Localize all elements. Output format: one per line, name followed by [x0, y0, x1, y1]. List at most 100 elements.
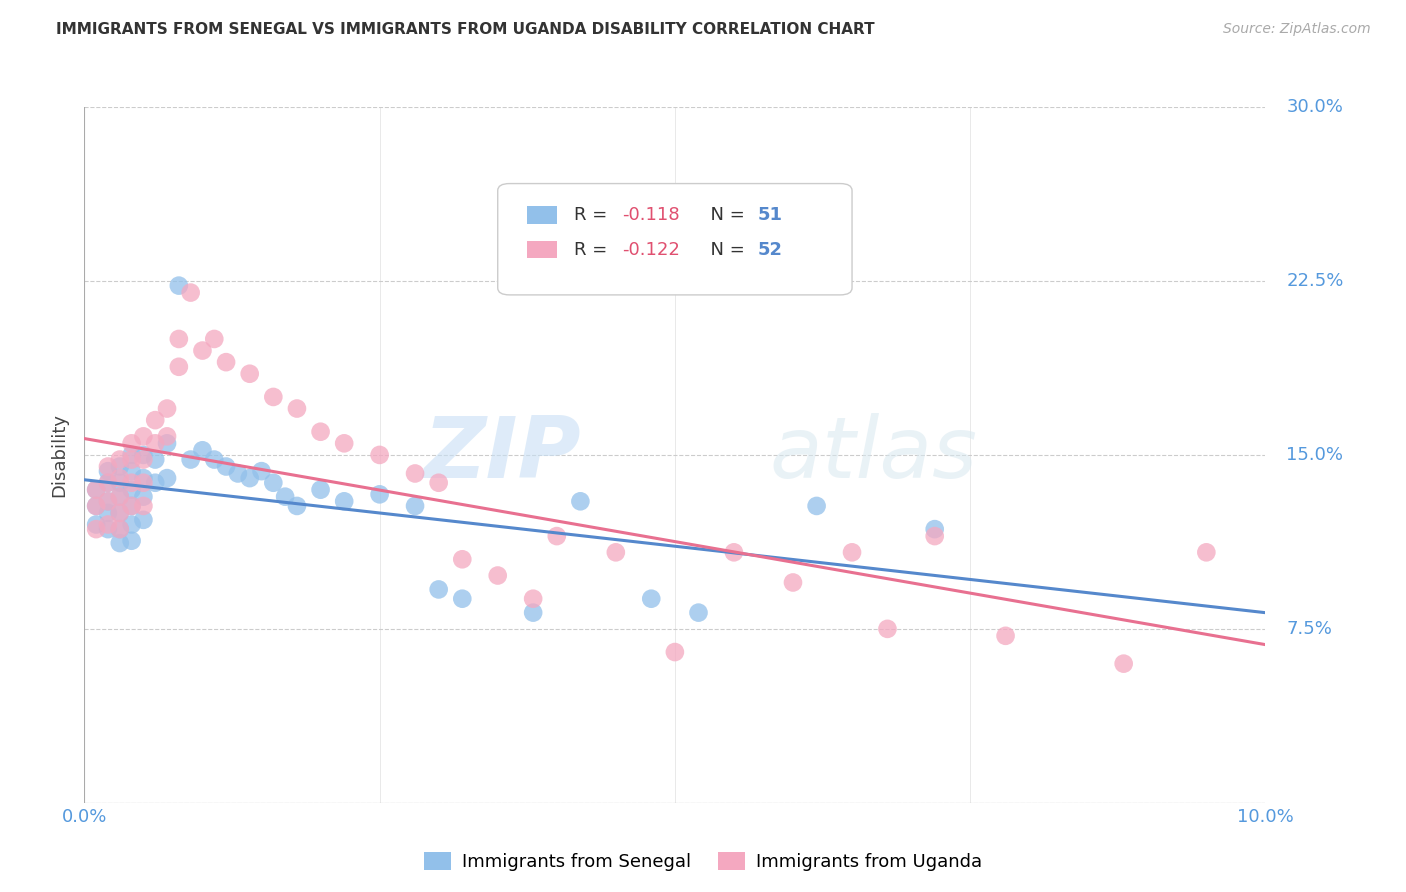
- Point: [121, 436, 143, 450]
- Point: [215, 355, 238, 369]
- Text: 22.5%: 22.5%: [1286, 272, 1344, 290]
- Point: [486, 568, 509, 582]
- Point: [368, 448, 391, 462]
- Point: [108, 452, 131, 467]
- Point: [132, 471, 155, 485]
- Legend: Immigrants from Senegal, Immigrants from Uganda: Immigrants from Senegal, Immigrants from…: [416, 845, 990, 879]
- Point: [806, 499, 828, 513]
- Point: [108, 459, 131, 474]
- Point: [108, 490, 131, 504]
- Y-axis label: Disability: Disability: [51, 413, 69, 497]
- Point: [167, 359, 190, 374]
- Point: [202, 332, 225, 346]
- Point: [121, 483, 143, 497]
- Point: [156, 471, 179, 485]
- Point: [841, 545, 863, 559]
- Text: N =: N =: [699, 206, 749, 224]
- Point: [132, 490, 155, 504]
- Point: [121, 452, 143, 467]
- Point: [688, 606, 710, 620]
- Point: [309, 425, 332, 439]
- Point: [250, 464, 273, 478]
- Point: [285, 401, 308, 416]
- Point: [97, 494, 120, 508]
- Point: [84, 483, 107, 497]
- Point: [191, 443, 214, 458]
- Point: [368, 487, 391, 501]
- Point: [143, 413, 166, 427]
- Point: [132, 513, 155, 527]
- Point: [262, 390, 284, 404]
- Point: [84, 499, 107, 513]
- Point: [97, 517, 120, 532]
- Point: [84, 499, 107, 513]
- Point: [84, 517, 107, 532]
- Point: [1195, 545, 1218, 559]
- Text: -0.122: -0.122: [621, 241, 679, 259]
- Point: [121, 448, 143, 462]
- Point: [121, 475, 143, 490]
- Point: [97, 459, 120, 474]
- Point: [404, 467, 426, 481]
- Point: [156, 436, 179, 450]
- Point: [167, 278, 190, 293]
- Point: [108, 471, 131, 485]
- Text: R =: R =: [575, 206, 613, 224]
- Point: [333, 436, 356, 450]
- Point: [121, 499, 143, 513]
- Text: Source: ZipAtlas.com: Source: ZipAtlas.com: [1223, 22, 1371, 37]
- Point: [876, 622, 898, 636]
- Point: [108, 536, 131, 550]
- Point: [143, 475, 166, 490]
- Text: R =: R =: [575, 241, 613, 259]
- Point: [167, 332, 190, 346]
- Text: 30.0%: 30.0%: [1286, 98, 1343, 116]
- Point: [108, 506, 131, 520]
- FancyBboxPatch shape: [527, 206, 557, 224]
- Point: [180, 452, 202, 467]
- Point: [108, 522, 131, 536]
- Point: [108, 475, 131, 490]
- Point: [522, 591, 544, 606]
- Point: [226, 467, 249, 481]
- Point: [262, 475, 284, 490]
- Point: [97, 475, 120, 490]
- Point: [97, 522, 120, 536]
- Point: [451, 552, 474, 566]
- Point: [640, 591, 662, 606]
- Point: [664, 645, 686, 659]
- Point: [569, 494, 592, 508]
- Point: [1112, 657, 1135, 671]
- Point: [121, 464, 143, 478]
- Point: [97, 464, 120, 478]
- FancyBboxPatch shape: [527, 241, 557, 259]
- Text: N =: N =: [699, 241, 749, 259]
- Point: [285, 499, 308, 513]
- Point: [97, 475, 120, 490]
- Text: 15.0%: 15.0%: [1286, 446, 1344, 464]
- Point: [132, 452, 155, 467]
- Text: IMMIGRANTS FROM SENEGAL VS IMMIGRANTS FROM UGANDA DISABILITY CORRELATION CHART: IMMIGRANTS FROM SENEGAL VS IMMIGRANTS FR…: [56, 22, 875, 37]
- Point: [132, 499, 155, 513]
- Point: [97, 506, 120, 520]
- Point: [994, 629, 1017, 643]
- Point: [924, 529, 946, 543]
- Point: [180, 285, 202, 300]
- Text: 52: 52: [758, 241, 783, 259]
- Point: [782, 575, 804, 590]
- Point: [121, 533, 143, 548]
- Point: [156, 401, 179, 416]
- Point: [84, 483, 107, 497]
- Point: [97, 494, 120, 508]
- Point: [309, 483, 332, 497]
- Point: [546, 529, 568, 543]
- Point: [121, 499, 143, 513]
- Point: [156, 429, 179, 443]
- Point: [202, 452, 225, 467]
- Text: ZIP: ZIP: [423, 413, 581, 497]
- Point: [215, 459, 238, 474]
- Point: [404, 499, 426, 513]
- Point: [427, 582, 450, 597]
- Point: [121, 517, 143, 532]
- Point: [108, 490, 131, 504]
